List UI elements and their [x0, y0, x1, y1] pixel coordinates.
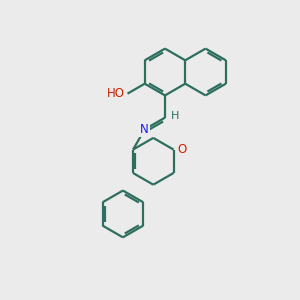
- Text: N: N: [140, 123, 149, 136]
- Text: O: O: [177, 143, 186, 156]
- Text: H: H: [171, 111, 180, 121]
- Text: HO: HO: [106, 87, 124, 100]
